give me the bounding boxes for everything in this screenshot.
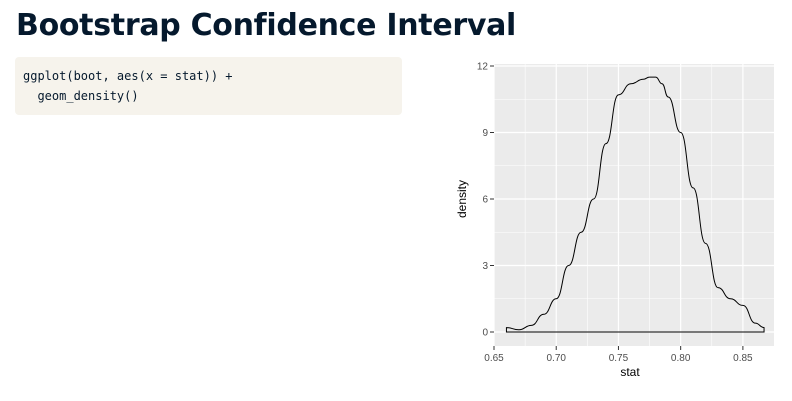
density-curve — [505, 76, 765, 333]
code-line-1: ggplot(boot, aes(x = stat)) + — [23, 69, 233, 83]
y-tick-label: 0 — [482, 328, 488, 339]
y-axis-label: density — [455, 180, 469, 218]
x-tick-label: 0.65 — [484, 353, 504, 364]
y-tick-label: 12 — [477, 62, 489, 73]
x-tick-label: 0.70 — [546, 353, 566, 364]
minor-gridlines — [494, 64, 774, 346]
x-axis: 0.65 0.70 0.75 0.80 0.85 — [484, 346, 753, 364]
x-tick-label: 0.85 — [733, 353, 753, 364]
x-axis-label: stat — [620, 365, 640, 379]
x-tick-label: 0.75 — [609, 353, 629, 364]
code-line-2: geom_density() — [23, 89, 139, 103]
x-tick-label: 0.80 — [671, 353, 691, 364]
code-block: ggplot(boot, aes(x = stat)) + geom_densi… — [15, 57, 402, 115]
y-tick-label: 9 — [482, 128, 488, 139]
y-axis: 0 3 6 9 12 — [477, 62, 494, 339]
y-tick-label: 3 — [482, 261, 488, 272]
density-plot: 0 3 6 9 12 0.65 0.70 0.75 0.80 0.85 stat density — [455, 62, 774, 379]
slide-title: Bootstrap Confidence Interval — [16, 8, 517, 43]
plot-panel — [494, 64, 774, 346]
y-tick-label: 6 — [482, 195, 488, 206]
